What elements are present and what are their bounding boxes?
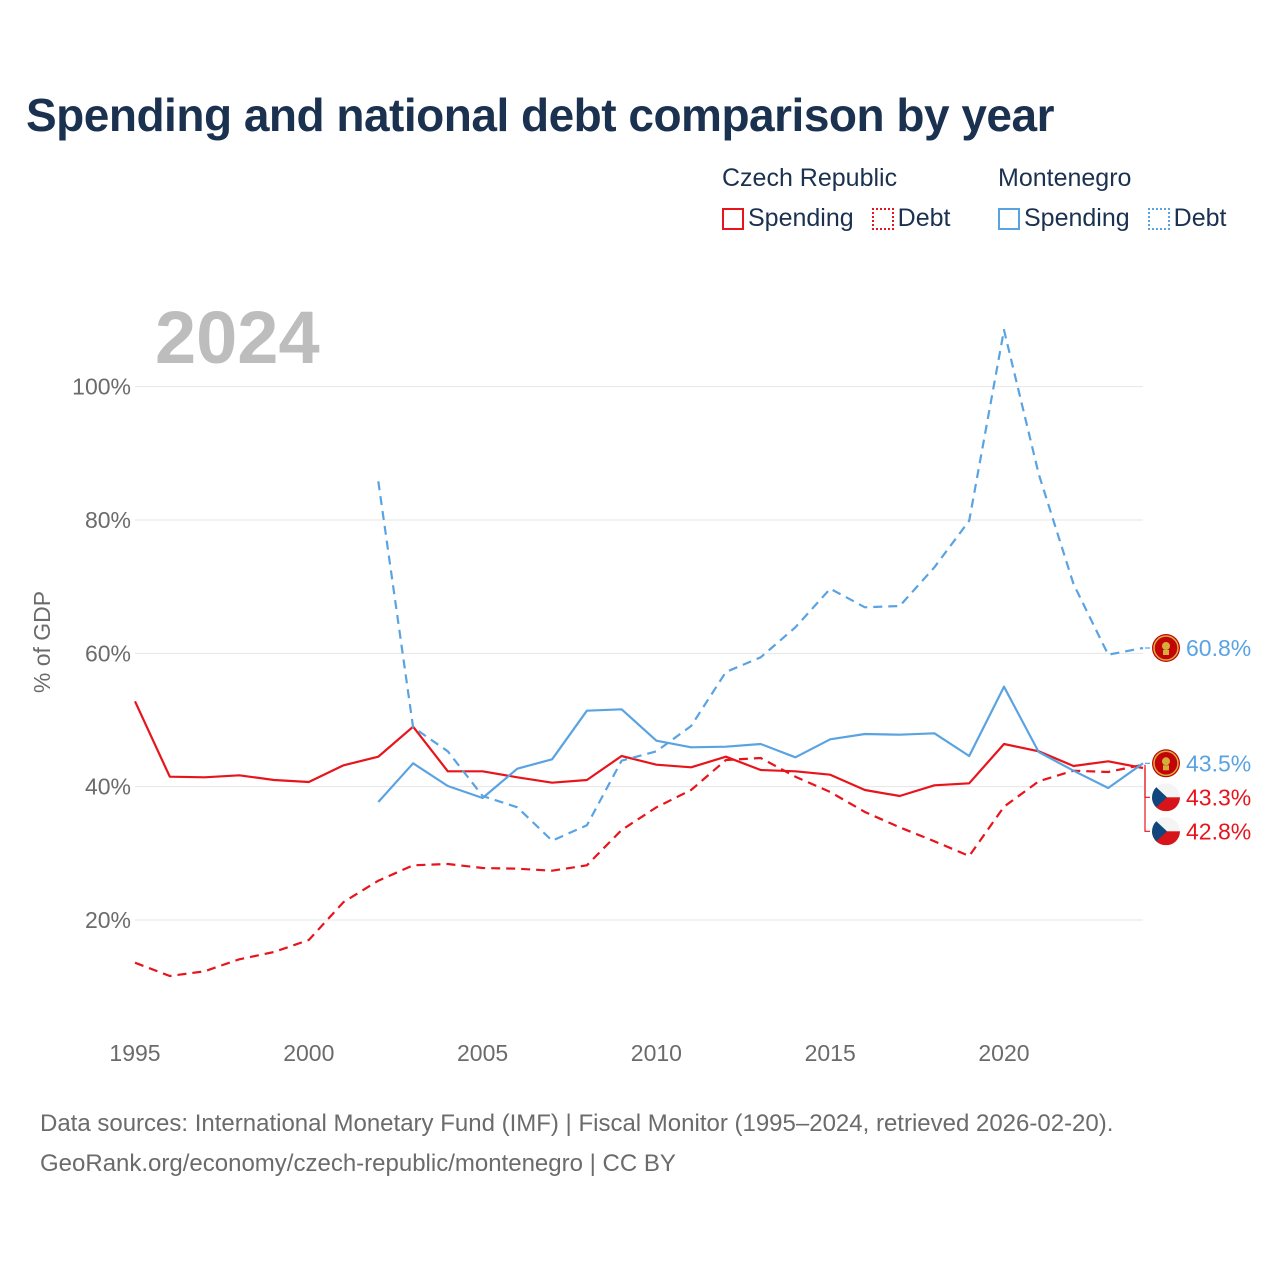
legend-label: Spending (1024, 204, 1130, 232)
x-tick-label: 2005 (457, 1040, 508, 1066)
solid-swatch-icon (998, 207, 1020, 230)
legend-item-cz-debt[interactable]: Debt (871, 204, 951, 233)
montenegro-flag-icon (1152, 634, 1180, 662)
dotted-swatch-icon (871, 207, 894, 230)
y-axis-title: % of GDP (29, 591, 55, 693)
x-tick-label: 2000 (283, 1040, 334, 1066)
series-line-me-spending[interactable] (377, 685, 1144, 803)
y-tick-label: 40% (85, 774, 131, 800)
legend-label: Debt (897, 204, 951, 232)
legend-montenegro: Montenegro Spending Debt (998, 162, 1226, 233)
czech-flag-icon (1152, 817, 1180, 846)
end-value-label: 60.8% (1186, 635, 1251, 661)
legend-country-name: Czech Republic (722, 164, 898, 192)
legend-item-cz-spending[interactable]: Spending (722, 204, 854, 233)
y-tick-label: 80% (85, 507, 131, 533)
series-line-cz-debt[interactable] (134, 756, 1144, 978)
end-value-label: 43.5% (1186, 750, 1251, 776)
series-line-me-debt[interactable] (377, 328, 1144, 842)
current-year-label: 2024 (155, 296, 320, 379)
y-tick-label: 60% (85, 640, 131, 666)
end-labels: 60.8% 43.5% 43.3% 42.8% (1144, 634, 1251, 846)
label-connector (1144, 768, 1150, 832)
czech-flag-icon (1152, 783, 1180, 812)
data-source-text: Data sources: International Monetary Fun… (40, 1110, 1114, 1137)
montenegro-flag-icon (1152, 749, 1180, 778)
label-connector (1144, 764, 1150, 798)
end-value-label: 42.8% (1186, 818, 1251, 844)
gridlines (135, 386, 1143, 921)
footer: Data sources: International Monetary Fun… (40, 1104, 1113, 1184)
end-value-label: 43.3% (1186, 784, 1251, 810)
legend-item-me-debt[interactable]: Debt (1147, 204, 1227, 233)
x-tick-label: 2010 (631, 1040, 682, 1066)
legend-czech-republic: Czech Republic Spending Debt (722, 162, 950, 233)
legend-label: Spending (748, 204, 854, 232)
series-lines (134, 328, 1144, 978)
solid-swatch-icon (722, 207, 744, 230)
legend-country-name: Montenegro (998, 164, 1132, 192)
chart-title: Spending and national debt comparison by… (26, 89, 1055, 141)
x-tick-label: 1995 (109, 1040, 160, 1066)
dotted-swatch-icon (1147, 207, 1170, 230)
legend-label: Debt (1173, 204, 1227, 232)
y-tick-label: 100% (72, 374, 131, 400)
y-tick-label: 20% (85, 907, 131, 933)
legend-item-me-spending[interactable]: Spending (998, 204, 1130, 233)
attribution-link[interactable]: GeoRank.org/economy/czech-republic/monte… (40, 1150, 676, 1177)
x-tick-label: 2020 (978, 1040, 1029, 1066)
x-tick-label: 2015 (805, 1040, 856, 1066)
axis-labels: 20% 40% 60% 80% 100% 1995 2000 2005 2010 2015 2020 (72, 374, 1029, 1066)
series-line-cz-spending[interactable] (134, 700, 1144, 798)
